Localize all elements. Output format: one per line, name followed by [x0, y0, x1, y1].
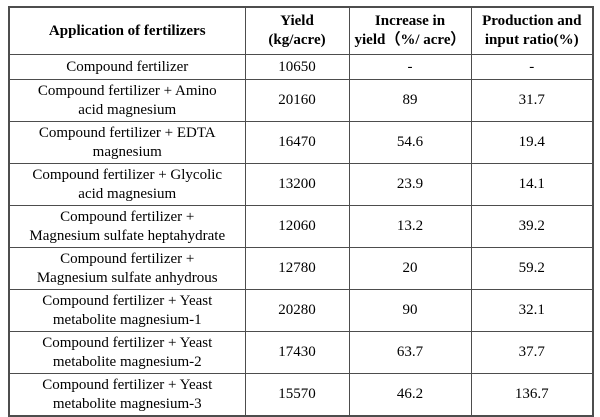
cell-ratio: 31.7	[470, 79, 594, 122]
table-row: Compound fertilizer + Yeast metabolite m…	[8, 289, 594, 332]
cell-application: Compound fertilizer + Yeast metabolite m…	[8, 289, 246, 332]
cell-ratio: 32.1	[470, 289, 594, 332]
cell-yield: 12780	[244, 247, 350, 290]
cell-increase: 54.6	[348, 121, 472, 164]
table-row: Compound fertilizer + Magnesium sulfate …	[8, 247, 594, 290]
cell-application: Compound fertilizer + Amino acid magnesi…	[8, 79, 246, 122]
table-row: Compound fertilizer + Amino acid magnesi…	[8, 79, 594, 122]
cell-yield: 15570	[244, 373, 350, 417]
cell-application: Compound fertilizer + Magnesium sulfate …	[8, 247, 246, 290]
cell-yield: 20160	[244, 79, 350, 122]
cell-ratio: 59.2	[470, 247, 594, 290]
cell-application: Compound fertilizer	[8, 54, 246, 80]
cell-application: Compound fertilizer + Magnesium sulfate …	[8, 205, 246, 248]
table-row: Compound fertilizer + Yeast metabolite m…	[8, 373, 594, 417]
fertilizer-results-table: Application of fertilizers Yield (kg/acr…	[8, 6, 594, 417]
cell-increase: 20	[348, 247, 472, 290]
fertilizer-table-container: Application of fertilizers Yield (kg/acr…	[8, 6, 594, 417]
cell-yield: 20280	[244, 289, 350, 332]
cell-increase: 13.2	[348, 205, 472, 248]
cell-ratio: -	[470, 54, 594, 80]
cell-application: Compound fertilizer + Glycolic acid magn…	[8, 163, 246, 206]
cell-increase: 89	[348, 79, 472, 122]
table-row: Compound fertilizer + Yeast metabolite m…	[8, 331, 594, 374]
cell-increase: 90	[348, 289, 472, 332]
header-cell-ratio: Production and input ratio(%)	[470, 6, 594, 55]
cell-application: Compound fertilizer + Yeast metabolite m…	[8, 331, 246, 374]
header-cell-application: Application of fertilizers	[8, 6, 246, 55]
cell-increase: -	[348, 54, 472, 80]
cell-increase: 23.9	[348, 163, 472, 206]
cell-yield: 12060	[244, 205, 350, 248]
table-row: Compound fertilizer + Glycolic acid magn…	[8, 163, 594, 206]
header-row: Application of fertilizers Yield (kg/acr…	[8, 6, 594, 55]
cell-yield: 10650	[244, 54, 350, 80]
cell-application: Compound fertilizer + Yeast metabolite m…	[8, 373, 246, 417]
cell-increase: 46.2	[348, 373, 472, 417]
cell-ratio: 37.7	[470, 331, 594, 374]
header-cell-increase: Increase in yield（%/ acre）	[348, 6, 472, 55]
cell-ratio: 136.7	[470, 373, 594, 417]
cell-ratio: 39.2	[470, 205, 594, 248]
cell-application: Compound fertilizer + EDTA magnesium	[8, 121, 246, 164]
cell-increase: 63.7	[348, 331, 472, 374]
cell-yield: 13200	[244, 163, 350, 206]
cell-yield: 16470	[244, 121, 350, 164]
cell-ratio: 19.4	[470, 121, 594, 164]
table-row: Compound fertilizer 10650 - -	[8, 54, 594, 80]
table-row: Compound fertilizer + EDTA magnesium 164…	[8, 121, 594, 164]
table-row: Compound fertilizer + Magnesium sulfate …	[8, 205, 594, 248]
cell-ratio: 14.1	[470, 163, 594, 206]
cell-yield: 17430	[244, 331, 350, 374]
header-cell-yield: Yield (kg/acre)	[244, 6, 350, 55]
